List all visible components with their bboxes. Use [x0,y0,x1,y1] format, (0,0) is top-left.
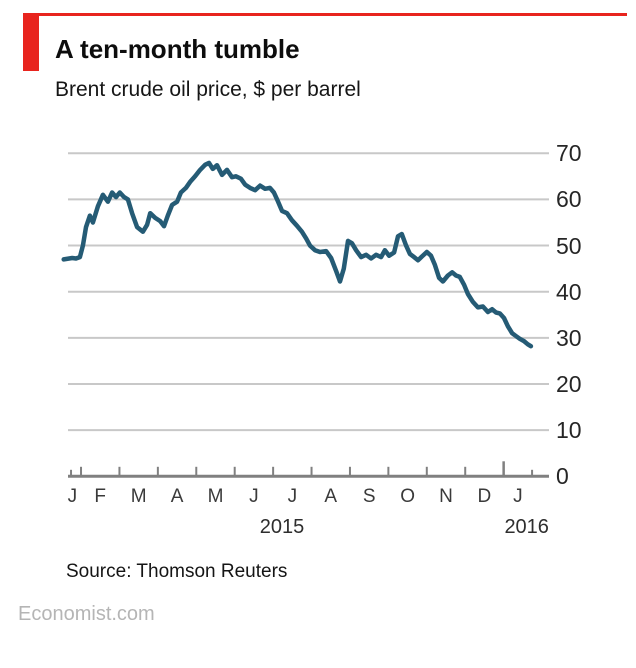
y-tick-label-60: 60 [556,186,582,213]
brent-price-line [61,160,534,349]
x-month-label-10: N [439,486,453,507]
x-month-label-5: J [249,486,259,507]
x-month-label-9: O [400,486,415,507]
x-month-label-2: M [130,486,147,507]
y-tick-label-40: 40 [556,278,582,305]
x-month-label-8: S [362,486,376,507]
x-month-label-1: F [94,486,107,507]
y-tick-label-50: 50 [556,232,582,259]
y-tick-label-10: 10 [556,417,582,444]
economist-red-tab [23,13,39,71]
x-month-label-4: M [207,486,224,507]
x-month-label-3: A [170,486,184,507]
x-month-label-7: A [324,486,338,507]
economist-site-label: Economist.com [18,603,155,625]
x-month-label-6: J [287,486,298,507]
x-month-label-0: J [67,486,78,507]
x-year-label-2015: 2015 [259,516,305,538]
y-tick-label-20: 20 [556,371,582,397]
top-red-rule [23,13,627,16]
source-note: Source: Thomson Reuters [66,561,288,582]
x-year-label-2016: 2016 [504,516,549,538]
price-line-series [61,160,534,349]
chart-title: A ten-month tumble [55,34,300,64]
y-tick-label-30: 30 [556,324,582,351]
x-axis [68,461,549,478]
gridlines [68,152,549,432]
chart-subtitle: Brent crude oil price, $ per barrel [55,78,361,101]
y-tick-label-0: 0 [556,463,569,490]
x-month-label-12: J [513,486,523,507]
y-tick-label-70: 70 [556,140,582,167]
x-month-label-11: D [477,486,492,507]
